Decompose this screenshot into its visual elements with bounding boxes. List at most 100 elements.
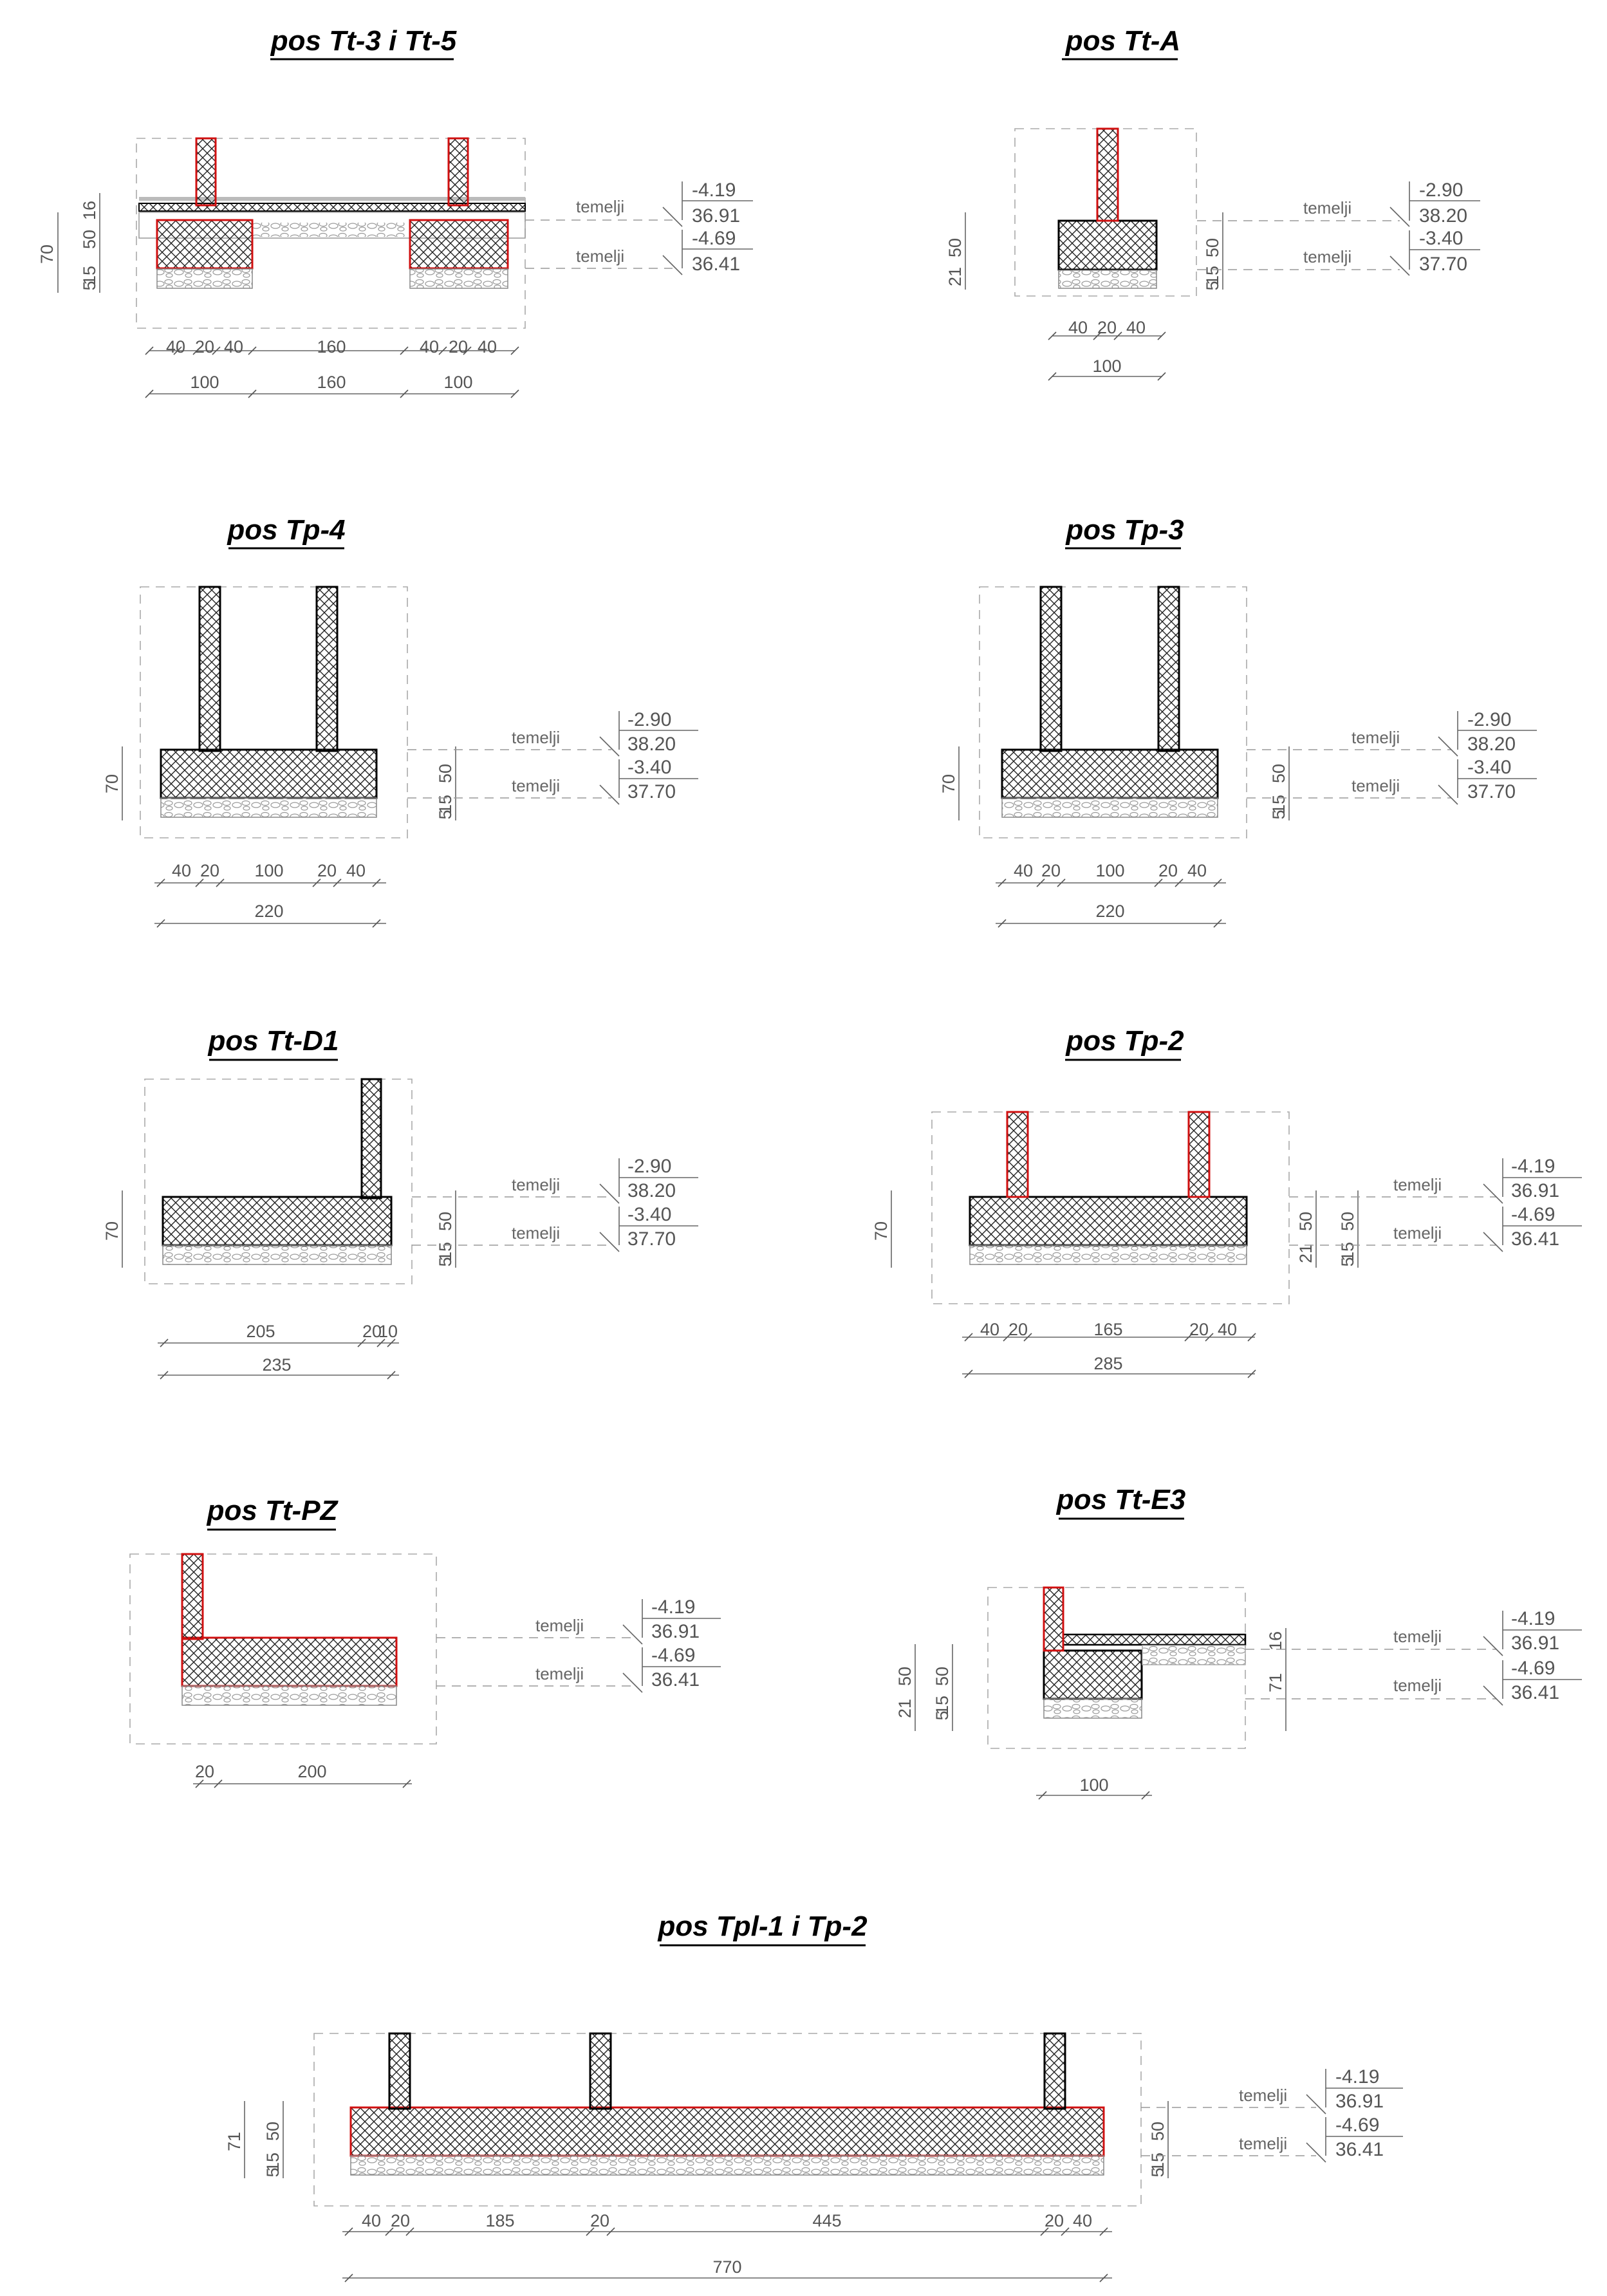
dim-text: 50 (1203, 238, 1222, 257)
dim-text: 5 (1269, 810, 1288, 819)
level-relative: -2.90 (1467, 709, 1511, 730)
dim-text: 40 (172, 861, 191, 880)
dim-text: 40 (980, 1320, 999, 1339)
dim-text: 40 (420, 337, 439, 356)
level-absolute: 36.91 (1335, 2091, 1384, 2112)
dim-text: 100 (1079, 1775, 1108, 1795)
level-label: temelji (512, 776, 560, 795)
dim-text: 445 (812, 2211, 841, 2230)
level-absolute: 38.20 (627, 734, 676, 755)
dim-text: 50 (1269, 764, 1288, 783)
section-tt-e3: pos Tt-E3 100 50 21 50 15 5 16 71 temelj… (895, 1484, 1582, 1800)
level-label: temelji (512, 1175, 560, 1194)
section-tpl1-tp2: pos Tpl-1 i Tp-2 40 20 185 20 445 20 40 … (225, 1911, 1403, 2282)
level-relative: -4.19 (651, 1597, 695, 1618)
dim-text: 205 (246, 1322, 275, 1341)
dim-text: 20 (1189, 1320, 1209, 1339)
dim-text: 165 (1093, 1320, 1122, 1339)
dim-text: 10 (378, 1322, 398, 1341)
level-relative: -3.40 (627, 1204, 671, 1225)
dim-text: 21 (945, 267, 965, 286)
dim-text: 200 (297, 1762, 326, 1781)
level-relative: -3.40 (1419, 228, 1463, 249)
level-relative: -2.90 (627, 709, 671, 730)
dim-text: 20 (1158, 861, 1178, 880)
level-absolute: 36.91 (651, 1621, 700, 1642)
level-relative: -4.19 (1511, 1156, 1555, 1177)
level-relative: -2.90 (1419, 180, 1463, 201)
dim-text: 160 (317, 337, 346, 356)
level-absolute: 36.91 (1511, 1180, 1559, 1201)
dim-text: 40 (1187, 861, 1207, 880)
dim-text: 40 (478, 337, 497, 356)
level-label: temelji (1393, 1627, 1442, 1646)
level-label: temelji (535, 1664, 584, 1683)
level-absolute: 37.70 (627, 1228, 676, 1250)
dim-text: 100 (1092, 356, 1121, 376)
level-label: temelji (512, 1223, 560, 1243)
level-relative: -3.40 (1467, 757, 1511, 778)
dim-text: 160 (317, 373, 346, 392)
level-label: temelji (1352, 776, 1400, 795)
dim-text: 71 (1266, 1673, 1285, 1692)
dim-text: 50 (933, 1667, 952, 1686)
dim-text: 70 (939, 774, 958, 793)
dim-text: 70 (37, 245, 57, 264)
dim-text: 20 (317, 861, 337, 880)
dim-text: 15 (80, 266, 99, 285)
dim-text: 5 (263, 2167, 283, 2177)
dim-text: 770 (712, 2257, 741, 2277)
level-relative: -4.69 (1511, 1204, 1555, 1225)
dim-text: 5 (80, 281, 99, 290)
dim-text: 40 (166, 337, 185, 356)
dim-text: 235 (262, 1355, 291, 1375)
level-relative: -4.69 (1511, 1658, 1555, 1679)
section-tp-3: pos Tp-3 40 20 100 20 40 220 70 50 15 5 … (939, 514, 1537, 928)
dim-text: 5 (436, 1257, 455, 1266)
level-relative: -4.19 (1335, 2066, 1379, 2088)
dim-text: 40 (1126, 318, 1146, 337)
dim-text: 40 (346, 861, 366, 880)
dim-text: 50 (436, 764, 455, 783)
dim-text: 15 (263, 2152, 283, 2172)
dim-text: 20 (1008, 1320, 1028, 1339)
dim-text: 100 (443, 373, 472, 392)
dim-text: 50 (1338, 1212, 1357, 1231)
level-label: temelji (1393, 1676, 1442, 1695)
dim-text: 20 (200, 861, 219, 880)
section-title: pos Tt-3 i Tt-5 (270, 25, 457, 57)
level-absolute: 38.20 (1419, 205, 1467, 227)
level-label: temelji (576, 197, 624, 216)
dim-text: 40 (224, 337, 243, 356)
section-title: pos Tt-PZ (207, 1495, 339, 1526)
dim-text: 70 (871, 1221, 891, 1241)
dim-text: 220 (254, 902, 283, 921)
dim-text: 50 (945, 238, 965, 257)
dim-text: 20 (391, 2211, 410, 2230)
dim-text: 5 (436, 810, 455, 819)
dim-text: 40 (362, 2211, 381, 2230)
level-label: temelji (1393, 1175, 1442, 1194)
dim-text: 5 (933, 1710, 952, 1720)
level-absolute: 36.91 (692, 205, 740, 227)
section-tt-a: pos Tt-A 40 20 40 100 50 21 50 15 5 teme… (945, 25, 1480, 381)
level-label: temelji (1239, 2086, 1287, 2105)
section-title: pos Tp-4 (227, 514, 345, 546)
dim-text: 20 (195, 337, 214, 356)
section-tt-pz: pos Tt-PZ 20 200 temelji temelji -4.19 3… (129, 1495, 721, 1788)
dim-text: 50 (263, 2122, 283, 2141)
level-absolute: 37.70 (627, 781, 676, 802)
section-title: pos Tt-E3 (1056, 1484, 1185, 1515)
dim-text: 21 (1296, 1244, 1315, 1263)
level-relative: -3.40 (627, 757, 671, 778)
level-relative: -4.69 (692, 228, 736, 249)
section-tt3-tt5: pos Tt-3 i Tt-5 40 20 40 160 40 20 40 10… (37, 25, 753, 398)
section-tp-4: pos Tp-4 40 20 100 20 40 220 70 50 15 5 … (102, 514, 698, 928)
dim-text: 50 (895, 1667, 915, 1686)
section-title: pos Tt-D1 (208, 1025, 339, 1057)
level-label: temelji (512, 728, 560, 747)
level-absolute: 36.41 (1511, 1682, 1559, 1703)
level-label: temelji (1393, 1223, 1442, 1243)
level-absolute: 37.70 (1419, 254, 1467, 275)
